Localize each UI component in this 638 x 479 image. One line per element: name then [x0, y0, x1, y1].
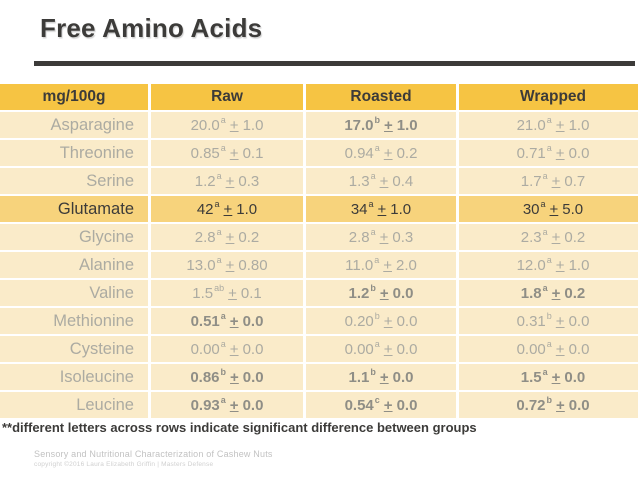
column-header-unit: mg/100g [0, 84, 148, 110]
value-cell: 1.2 b +0.0 [306, 280, 456, 306]
plus-minus-symbol: + [225, 256, 235, 274]
plus-minus-symbol: + [379, 172, 389, 190]
row-name-cell: Isoleucine [0, 364, 148, 390]
row-name-cell: Glutamate [0, 196, 148, 222]
plus-minus-symbol: + [551, 368, 561, 386]
value-cell: 0.20 b +0.0 [306, 308, 456, 334]
plus-minus-symbol: + [383, 312, 393, 330]
plus-minus-symbol: + [229, 396, 239, 414]
plus-minus-symbol: + [555, 116, 565, 134]
value-cell: 2.8 a +0.2 [151, 224, 303, 250]
plus-minus-symbol: + [383, 144, 393, 162]
plus-minus-symbol: + [379, 228, 389, 246]
value-cell: 42 a +1.0 [151, 196, 303, 222]
plus-minus-symbol: + [555, 144, 565, 162]
row-name-cell: Glycine [0, 224, 148, 250]
plus-minus-symbol: + [555, 256, 565, 274]
value-cell: 12.0 a +1.0 [459, 252, 638, 278]
column-header: Roasted [306, 84, 456, 110]
value-cell: 2.3 a +0.2 [459, 224, 638, 250]
value-cell: 0.54 c +0.0 [306, 392, 456, 418]
plus-minus-symbol: + [230, 368, 239, 386]
row-name-cell: Leucine [0, 392, 148, 418]
value-cell: 1.7 a +0.7 [459, 168, 638, 194]
value-cell: 1.8 a +0.2 [459, 280, 638, 306]
footer-copyright: copyright ©2016 Laura Elizabeth Griffin … [34, 461, 214, 468]
value-cell: 0.31 b +0.0 [459, 308, 638, 334]
value-cell: 1.5 ab +0.1 [151, 280, 303, 306]
value-cell: 1.5 a +0.0 [459, 364, 638, 390]
value-cell: 0.71 a +0.0 [459, 140, 638, 166]
plus-minus-symbol: + [225, 172, 235, 190]
plus-minus-symbol: + [383, 396, 393, 414]
plus-minus-symbol: + [556, 396, 565, 414]
value-cell: 0.51 a +0.0 [151, 308, 303, 334]
plus-minus-symbol: + [377, 200, 387, 218]
plus-minus-symbol: + [384, 116, 393, 134]
value-cell: 0.93 a +0.0 [151, 392, 303, 418]
value-cell: 0.94 a +0.2 [306, 140, 456, 166]
value-cell: 1.1 b +0.0 [306, 364, 456, 390]
value-cell: 21.0 a +1.0 [459, 112, 638, 138]
value-cell: 1.3 a +0.4 [306, 168, 456, 194]
plus-minus-symbol: + [229, 312, 239, 330]
value-cell: 17.0 b +1.0 [306, 112, 456, 138]
row-name-cell: Serine [0, 168, 148, 194]
value-cell: 0.86 b +0.0 [151, 364, 303, 390]
value-cell: 0.00 a +0.0 [459, 336, 638, 362]
value-cell: 0.00 a +0.0 [151, 336, 303, 362]
significance-footnote: **different letters across rows indicate… [2, 420, 477, 435]
row-name-cell: Cysteine [0, 336, 148, 362]
plus-minus-symbol: + [549, 200, 559, 218]
plus-minus-symbol: + [229, 340, 239, 358]
title-divider [34, 61, 635, 66]
row-name-cell: Asparagine [0, 112, 148, 138]
page-title: Free Amino Acids [40, 13, 263, 43]
value-cell: 0.85 a +0.1 [151, 140, 303, 166]
plus-minus-symbol: + [223, 200, 233, 218]
plus-minus-symbol: + [555, 312, 565, 330]
value-cell: 0.72 b +0.0 [459, 392, 638, 418]
row-name-cell: Methionine [0, 308, 148, 334]
value-cell: 11.0 a +2.0 [306, 252, 456, 278]
row-name-cell: Threonine [0, 140, 148, 166]
plus-minus-symbol: + [551, 228, 561, 246]
value-cell: 34 a +1.0 [306, 196, 456, 222]
plus-minus-symbol: + [229, 144, 239, 162]
plus-minus-symbol: + [379, 368, 389, 386]
plus-minus-symbol: + [383, 256, 392, 274]
row-name-cell: Valine [0, 280, 148, 306]
plus-minus-symbol: + [551, 284, 561, 302]
row-name-cell: Alanine [0, 252, 148, 278]
value-cell: 30 a +5.0 [459, 196, 638, 222]
footer-thesis-title: Sensory and Nutritional Characterization… [34, 449, 273, 459]
amino-acids-table: mg/100g Raw Roasted Wrapped Asparagine 20.0 a +… [0, 84, 638, 418]
plus-minus-symbol: + [555, 340, 565, 358]
value-cell: 2.8 a +0.3 [306, 224, 456, 250]
plus-minus-symbol: + [379, 284, 389, 302]
plus-minus-symbol: + [551, 172, 561, 190]
column-header: Raw [151, 84, 303, 110]
value-cell: 0.00 a +0.0 [306, 336, 456, 362]
plus-minus-symbol: + [383, 340, 393, 358]
plus-minus-symbol: + [229, 116, 239, 134]
plus-minus-symbol: + [225, 228, 235, 246]
column-header: Wrapped [459, 84, 638, 110]
plus-minus-symbol: + [228, 284, 237, 302]
value-cell: 20.0 a +1.0 [151, 112, 303, 138]
value-cell: 13.0 a +0.80 [151, 252, 303, 278]
value-cell: 1.2 a +0.3 [151, 168, 303, 194]
